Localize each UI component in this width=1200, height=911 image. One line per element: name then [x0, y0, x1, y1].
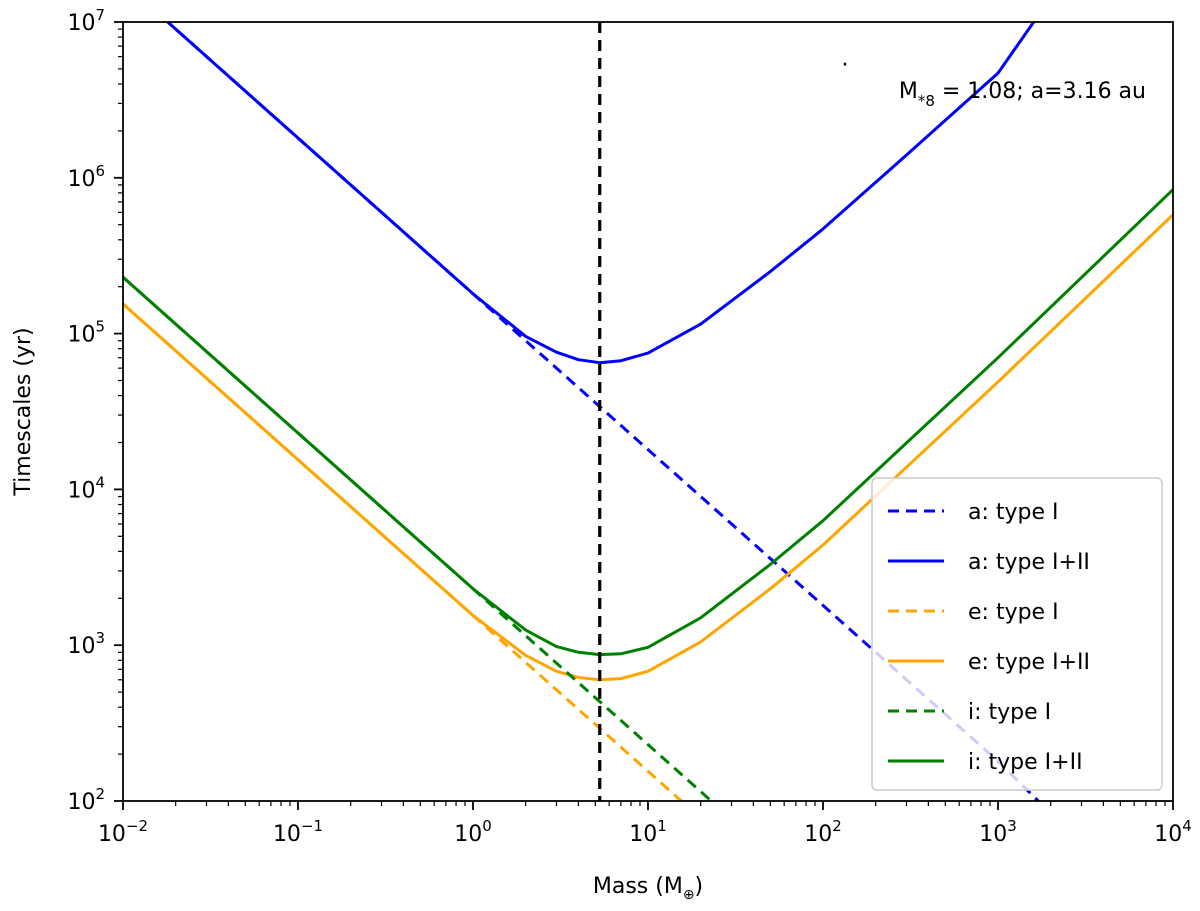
series-line-a-type-i-ii — [165, 22, 1035, 365]
y-tick-label: 103 — [67, 629, 105, 659]
y-axis-label: Timescales (yr) — [11, 327, 36, 496]
annotation-rhs: = 1.08; a=3.16 au — [935, 79, 1146, 104]
annotation-dot: · — [842, 53, 849, 78]
x-tick-label: 103 — [979, 817, 1017, 847]
legend-label: i: type I+II — [968, 750, 1083, 775]
y-tick-label: 106 — [67, 162, 105, 192]
x-tick-label: 102 — [804, 817, 842, 847]
x-tick-label: 104 — [1154, 817, 1192, 847]
x-axis-label: Mass (M⊕) — [593, 874, 703, 903]
legend-label: e: type I — [968, 600, 1059, 625]
y-tick-label: 104 — [67, 473, 105, 503]
legend-label: e: type I+II — [968, 650, 1090, 675]
y-tick-label: 105 — [67, 318, 105, 348]
x-tick-label: 10−1 — [273, 817, 323, 847]
legend-box — [871, 477, 1163, 791]
legend-label: i: type I — [968, 700, 1051, 725]
legend: a: type I a: type I+II e: type I e: type I+… — [871, 477, 1163, 791]
y-tick-label: 107 — [67, 6, 105, 36]
annotation: M*8 = 1.08; a=3.16 au — [899, 79, 1146, 110]
x-tick-label: 10−2 — [98, 817, 148, 847]
annotation-mdot: M — [899, 79, 918, 104]
earth-symbol: ⊕ — [683, 887, 695, 903]
annotation-sub: *8 — [918, 92, 935, 110]
y-tick-label: 102 — [67, 785, 105, 815]
x-tick-label: 101 — [629, 817, 667, 847]
legend-label: a: type I+II — [968, 550, 1090, 575]
x-tick-label: 100 — [454, 817, 492, 847]
legend-label: a: type I — [968, 500, 1059, 525]
plot-frame — [122, 21, 1174, 802]
